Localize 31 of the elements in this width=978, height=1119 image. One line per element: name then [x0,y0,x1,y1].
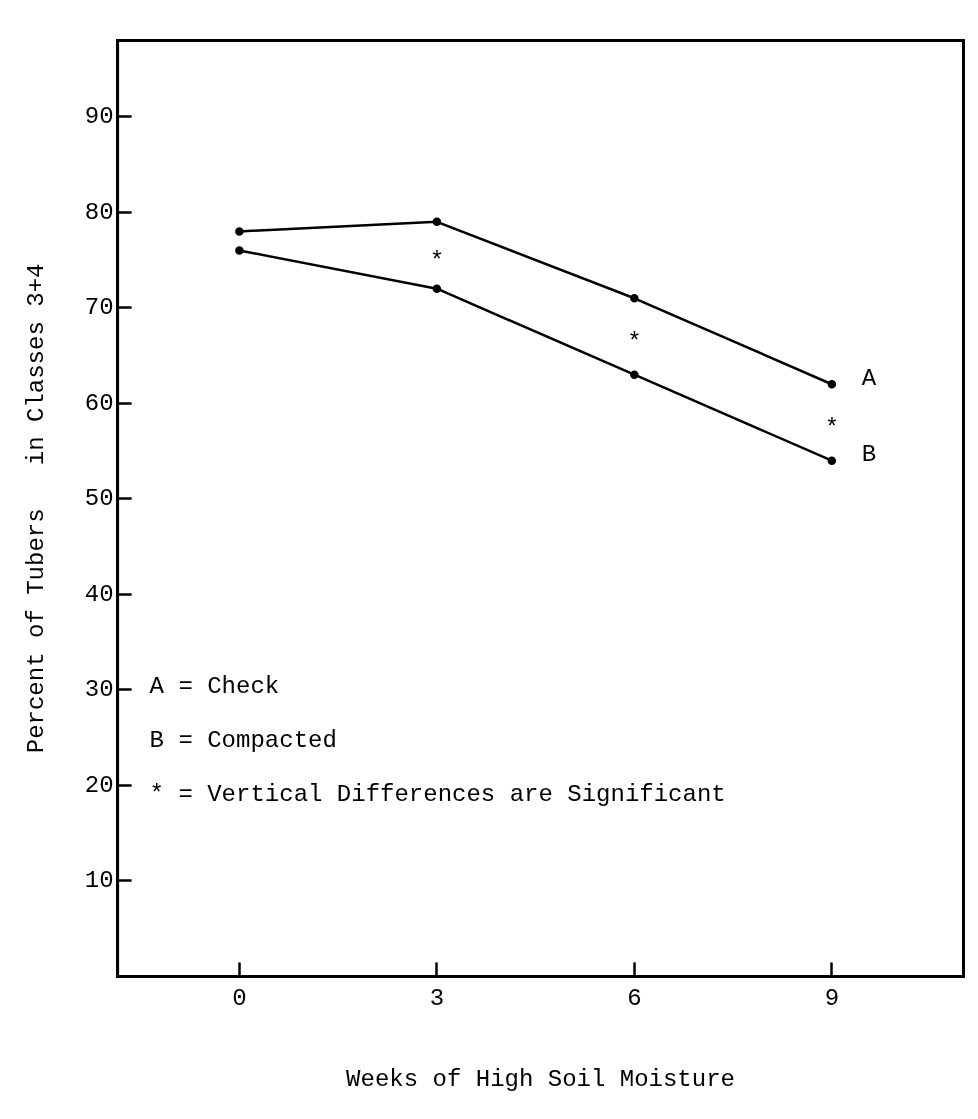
series-label: A [861,364,877,392]
y-tick-label: 60 [84,389,114,417]
annotation: * [429,247,445,275]
annotation: * [627,328,642,356]
x-tick-label: 6 [627,985,642,1013]
series-label: B [861,441,877,468]
y-tick-label: 30 [84,676,114,704]
y-tick-label: 40 [84,580,114,608]
y-tick-label: 20 [84,771,114,799]
point [827,379,837,389]
x-tick-label: 9 [824,985,840,1013]
point [432,284,442,293]
point [630,370,639,379]
point [827,456,837,465]
annotation: * [824,414,840,442]
annotation: * = Vertical Differences are Significant [149,780,726,808]
point [235,227,244,236]
annotation: B = Compacted [149,726,337,754]
y-tick-label: 90 [84,103,114,131]
y-tick-label: 70 [84,294,114,322]
x-tick-label: 3 [429,985,445,1013]
y-tick-label: 80 [84,198,114,226]
point [432,217,442,227]
y-axis-title: Percent of Tubers in Classes 3+4 [22,263,50,754]
y-tick-label: 50 [84,485,114,513]
y-tick-label: 10 [84,867,114,895]
point [630,294,639,303]
x-axis-title: Weeks of High Soil Moisture [346,1065,735,1093]
annotation: A = Check [149,672,280,700]
point [235,246,244,255]
x-tick-label: 0 [232,985,247,1013]
